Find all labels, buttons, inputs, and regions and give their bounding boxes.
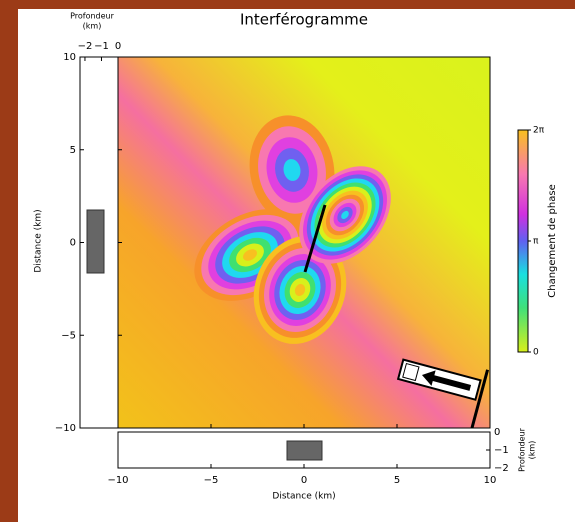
fault bbox=[303, 204, 327, 273]
satellite-icon bbox=[396, 358, 490, 429]
depth-tick-label: −2 bbox=[78, 41, 93, 52]
colorbar-tick-label: π bbox=[533, 237, 539, 247]
fringe bbox=[283, 159, 301, 181]
colorbar-label: Changement de phase bbox=[547, 184, 558, 297]
depth-tick-label: −1 bbox=[494, 445, 509, 456]
depth-axis-label: (km) bbox=[528, 441, 537, 460]
depth-axis-label: (km) bbox=[83, 22, 102, 31]
y-tick-label: −5 bbox=[61, 330, 76, 341]
fringe bbox=[294, 284, 306, 296]
x-tick-label: 10 bbox=[484, 475, 497, 486]
fault-section-bottom bbox=[286, 440, 323, 461]
colorbar bbox=[517, 129, 529, 353]
depth-tick-label: −1 bbox=[94, 41, 109, 52]
y-tick-label: −10 bbox=[55, 423, 76, 434]
depth-tick-label: −2 bbox=[494, 463, 509, 474]
colorbar-tick-label: 2π bbox=[533, 126, 545, 136]
look-arrow bbox=[421, 370, 472, 391]
x-axis-label: Distance (km) bbox=[272, 492, 335, 502]
x-tick-label: 5 bbox=[394, 475, 400, 486]
fringe bbox=[243, 249, 257, 261]
interferogram bbox=[118, 57, 490, 428]
x-tick-label: −10 bbox=[107, 475, 128, 486]
track bbox=[470, 369, 490, 429]
depth-tick-label: 0 bbox=[115, 41, 121, 52]
y-axis-label: Distance (km) bbox=[34, 209, 44, 272]
chart-title: Interférogramme bbox=[240, 11, 368, 29]
y-tick-label: 10 bbox=[63, 52, 76, 63]
fringe bbox=[341, 210, 349, 220]
satellite bbox=[402, 362, 420, 382]
y-tick-label: 0 bbox=[70, 238, 76, 249]
colorbar-tick-label: 0 bbox=[533, 348, 539, 358]
x-tick-label: 0 bbox=[301, 475, 307, 486]
x-tick-label: −5 bbox=[204, 475, 219, 486]
depth-axis-label: Profondeur bbox=[70, 12, 115, 21]
depth-axis-label: Profondeur bbox=[518, 427, 527, 472]
fault-section-left bbox=[86, 209, 105, 274]
y-tick-label: 5 bbox=[70, 145, 76, 156]
depth-tick-label: 0 bbox=[494, 427, 500, 438]
